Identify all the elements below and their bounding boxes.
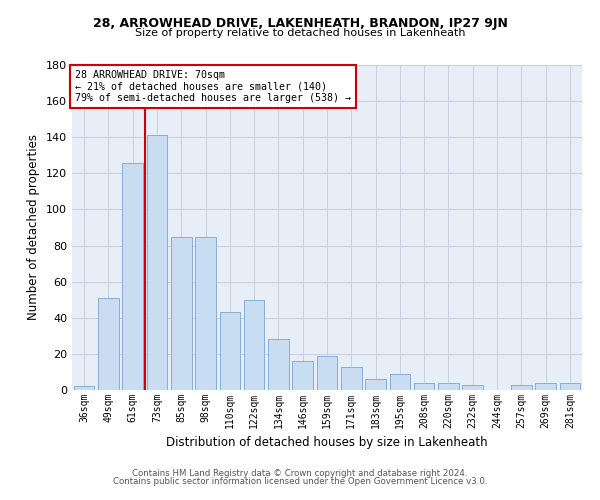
Y-axis label: Number of detached properties: Number of detached properties	[28, 134, 40, 320]
Bar	[535, 383, 556, 390]
Bar	[195, 236, 216, 390]
Bar	[463, 384, 483, 390]
X-axis label: Distribution of detached houses by size in Lakenheath: Distribution of detached houses by size …	[166, 436, 488, 450]
Bar	[560, 383, 580, 390]
Text: Size of property relative to detached houses in Lakenheath: Size of property relative to detached ho…	[135, 28, 465, 38]
Bar	[438, 383, 459, 390]
Text: 28, ARROWHEAD DRIVE, LAKENHEATH, BRANDON, IP27 9JN: 28, ARROWHEAD DRIVE, LAKENHEATH, BRANDON…	[92, 18, 508, 30]
Bar	[292, 361, 313, 390]
Text: 28 ARROWHEAD DRIVE: 70sqm
← 21% of detached houses are smaller (140)
79% of semi: 28 ARROWHEAD DRIVE: 70sqm ← 21% of detac…	[74, 70, 350, 103]
Bar	[317, 356, 337, 390]
Bar	[511, 384, 532, 390]
Bar	[268, 340, 289, 390]
Bar	[146, 136, 167, 390]
Text: Contains public sector information licensed under the Open Government Licence v3: Contains public sector information licen…	[113, 477, 487, 486]
Bar	[244, 300, 265, 390]
Bar	[122, 162, 143, 390]
Bar	[414, 383, 434, 390]
Text: Contains HM Land Registry data © Crown copyright and database right 2024.: Contains HM Land Registry data © Crown c…	[132, 468, 468, 477]
Bar	[341, 366, 362, 390]
Bar	[389, 374, 410, 390]
Bar	[171, 236, 191, 390]
Bar	[74, 386, 94, 390]
Bar	[220, 312, 240, 390]
Bar	[98, 298, 119, 390]
Bar	[365, 379, 386, 390]
